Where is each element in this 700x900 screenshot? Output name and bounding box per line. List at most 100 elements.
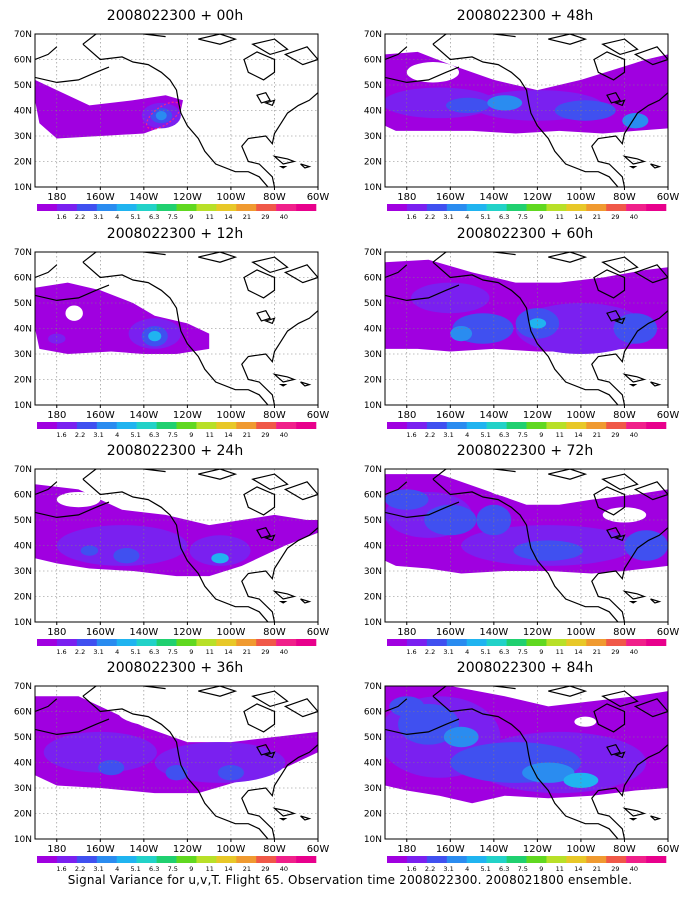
lon-tick-label: 140W [129,627,158,638]
colorbar-label: 4 [115,431,119,439]
colorbar-label: 4 [115,213,119,221]
map-panel-84h: 2008022300 + 84h 70N 60N 50N 40N 30N 20N 10N 18… [355,660,695,875]
lon-tick-label: 160W [436,410,465,421]
colorbar-swatch [486,639,507,646]
lat-tick-label: 10N [14,401,32,411]
lon-tick-label: 140W [479,410,508,421]
colorbar-swatch [196,422,217,429]
colorbar-label: 21 [243,865,251,873]
map-frame [34,33,319,188]
colorbar-label: 5.1 [480,213,490,221]
colorbar-swatch [466,856,487,863]
lon-tick-label: 120W [173,627,202,638]
colorbar-swatch [546,856,567,863]
colorbar-swatch [506,204,527,211]
lon-tick-label: 160W [86,192,115,203]
lat-tick-label: 10N [14,835,32,845]
colorbar-label: 29 [611,431,619,439]
colorbar-label: 11 [556,865,564,873]
lat-tick-label: 30N [14,567,32,577]
colorbar-swatch [486,856,507,863]
colorbar-label: 3.1 [93,213,103,221]
colorbar-swatch [236,422,257,429]
colorbar-label: 2.2 [75,431,85,439]
colorbar-swatch [136,204,157,211]
colorbar-swatch [156,856,177,863]
colorbar-swatch [96,639,118,646]
lat-tick-label: 70N [14,682,32,692]
lon-tick-label: 180 [47,192,66,203]
map-frame [384,468,669,623]
colorbar-swatch [176,856,197,863]
lat-tick-label: 70N [14,248,32,258]
colorbar-swatch [276,422,297,429]
lon-tick-label: 100W [566,410,595,421]
colorbar-swatch [37,204,58,211]
colorbar-label: 21 [243,648,251,656]
colorbar-label: 1.6 [406,213,416,221]
colorbar-swatch [526,856,547,863]
lon-tick-label: 140W [479,192,508,203]
lat-tick-label: 60N [14,708,32,718]
colorbar-swatch [116,422,137,429]
colorbar-swatch [566,422,587,429]
map-panel-24h: 2008022300 + 24h 70N 60N 50N 40N 30N 20N 10N 18… [5,443,345,658]
map-24h: 70N 60N 50N 40N 30N 20N 10N 180 160W 140W 120W 100W… [14,465,330,656]
lon-tick-label: 100W [216,844,245,855]
colorbar-label: 2.2 [425,648,435,656]
colorbar-swatch [296,856,317,863]
lon-tick-label: 100W [216,627,245,638]
colorbar-label: 29 [261,865,269,873]
colorbar-swatch [446,856,468,863]
lat-tick-label: 50N [14,516,32,526]
lon-tick-label: 120W [173,410,202,421]
colorbar-label: 6.3 [149,865,159,873]
colorbar-swatch [387,204,408,211]
colorbar-swatch [426,639,448,646]
lat-tick-label: 60N [364,491,382,501]
lon-tick-label: 100W [216,192,245,203]
colorbar-swatch [406,204,428,211]
lon-tick-label: 140W [129,192,158,203]
colorbar-swatch [466,204,487,211]
colorbar-swatch [546,422,567,429]
coastlines [35,34,318,187]
colorbar-swatch [96,204,118,211]
colorbar-label: 7.5 [168,648,178,656]
lat-tick-label: 60N [364,56,382,66]
colorbar-swatch [136,856,157,863]
colorbar-swatch [76,204,98,211]
lon-tick-label: 180 [47,844,66,855]
colorbar-swatch [506,639,527,646]
colorbar-label: 6.3 [149,648,159,656]
colorbar-label: 4 [465,648,469,656]
colorbar-swatch [256,422,277,429]
lat-tick-label: 40N [14,325,32,335]
colorbar-label: 6.3 [499,648,509,656]
lon-tick-label: 100W [216,410,245,421]
map-84h: 70N 60N 50N 40N 30N 20N 10N 180 160W 140W 120W 100W… [364,682,680,873]
colorbar-swatch [76,639,98,646]
colorbar-swatch [296,204,317,211]
colorbar-label: 5.1 [130,213,140,221]
colorbar-label: 2.2 [75,213,85,221]
colorbar-label: 21 [593,865,601,873]
lon-tick-label: 60W [307,844,330,855]
colorbar-label: 40 [630,213,638,221]
coastlines [35,469,318,622]
lat-tick-label: 40N [14,107,32,117]
colorbar-swatch [96,422,118,429]
colorbar-label: 40 [630,648,638,656]
colorbar-label: 14 [574,648,582,656]
lat-tick-label: 60N [14,491,32,501]
colorbar-swatch [387,639,408,646]
colorbar-label: 1.6 [56,431,66,439]
colorbar-swatch [586,856,607,863]
map-72h: 70N 60N 50N 40N 30N 20N 10N 180 160W 140W 120W 100W… [364,465,680,656]
colorbar-swatch [256,856,277,863]
colorbar-label: 6.3 [499,865,509,873]
colorbar-swatch [156,639,177,646]
colorbar-label: 5.1 [480,431,490,439]
colorbar-label: 14 [574,865,582,873]
colorbar-label: 14 [224,865,232,873]
